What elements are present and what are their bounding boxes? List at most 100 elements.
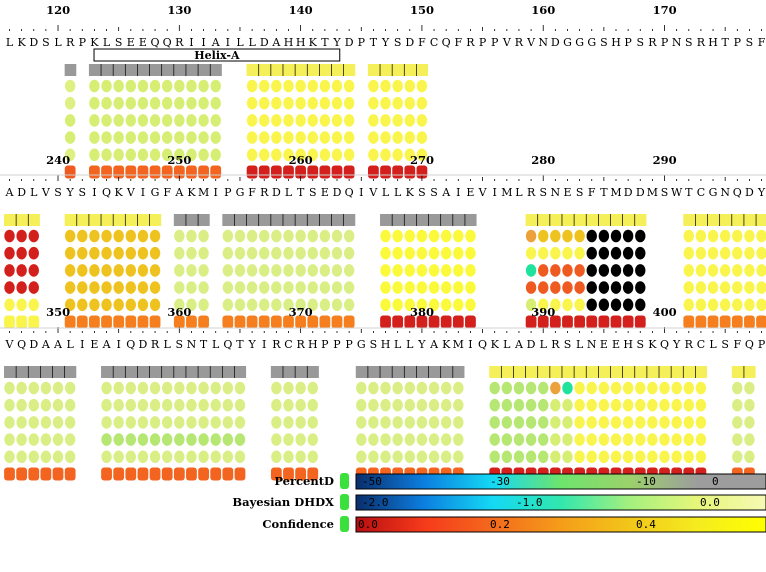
- exchange-dot: [16, 264, 27, 277]
- exchange-dot: [271, 264, 282, 277]
- exchange-dot: [744, 229, 755, 243]
- exchange-dot: [89, 246, 100, 260]
- confidence-cell: [161, 165, 173, 179]
- exchange-dot: [416, 398, 428, 412]
- residue-letter: I: [214, 186, 218, 199]
- exchange-dot: [64, 433, 76, 446]
- exchange-dot: [4, 381, 15, 395]
- exchange-dot: [4, 298, 15, 312]
- residue-letter: T: [236, 338, 244, 351]
- exchange-dot: [404, 79, 415, 93]
- exchange-dot: [283, 398, 294, 412]
- exchange-dot: [380, 264, 391, 277]
- residue-letter: I: [468, 338, 472, 351]
- exchange-dot: [683, 450, 694, 464]
- exchange-dot: [598, 450, 610, 464]
- exchange-dot: [149, 246, 161, 260]
- exchange-dot: [732, 433, 743, 446]
- exchange-dot: [695, 433, 707, 446]
- exchange-dot: [125, 131, 136, 144]
- helix-annotation-label: Helix-A: [194, 49, 240, 62]
- confidence-cell: [4, 467, 15, 481]
- exchange-dot: [259, 281, 270, 294]
- confidence-cell: [307, 315, 319, 329]
- exchange-dot: [356, 398, 367, 412]
- exchange-dot: [210, 96, 221, 110]
- exchange-dot: [525, 381, 537, 395]
- confidence-cell: [125, 315, 137, 329]
- exchange-dot: [343, 79, 355, 93]
- confidence-cell: [64, 467, 76, 481]
- exchange-dot: [210, 79, 221, 93]
- residue-letter: Y: [332, 36, 341, 49]
- exchange-dot: [368, 381, 379, 395]
- exchange-dot: [586, 246, 597, 260]
- exchange-dot: [113, 229, 124, 243]
- residue-letter: L: [382, 186, 390, 199]
- exchange-dot: [295, 298, 306, 312]
- residue-letter: F: [758, 36, 766, 49]
- residue-letter: G: [587, 36, 596, 49]
- exchange-dot: [101, 131, 112, 144]
- color-legend: PercentD -50 -30 -10 0 Bayesian DHDX -2.0 -1.0 0…: [232, 473, 766, 533]
- confidence-cell: [756, 315, 766, 329]
- legend-tick-label: 0.0: [358, 518, 378, 531]
- residue-letter: P: [661, 36, 669, 49]
- exchange-dot: [501, 381, 513, 395]
- exchange-dot: [125, 114, 136, 127]
- exchange-dot: [610, 246, 622, 260]
- exchange-dot: [453, 450, 464, 464]
- peptide-segment: [525, 214, 647, 329]
- exchange-dot: [719, 281, 731, 294]
- peptide-segment: [355, 366, 465, 481]
- confidence-cell: [198, 315, 209, 329]
- exchange-dot: [586, 298, 597, 312]
- exchange-dot: [586, 416, 597, 429]
- exchange-dot: [113, 148, 124, 162]
- exchange-dot: [550, 433, 561, 446]
- exchange-dot: [149, 264, 161, 277]
- exchange-dot: [695, 281, 707, 294]
- exchange-dot: [659, 450, 670, 464]
- exchange-dot: [319, 246, 331, 260]
- exchange-dot: [64, 114, 76, 127]
- exchange-dot: [319, 96, 331, 110]
- exchange-dot: [101, 398, 112, 412]
- confidence-cell: [64, 165, 76, 179]
- exchange-dot: [756, 246, 766, 260]
- exchange-dot: [259, 79, 270, 93]
- exchange-dot: [259, 229, 270, 243]
- exchange-dot: [307, 114, 318, 127]
- residue-letter: P: [224, 186, 232, 199]
- residue-letter: Y: [757, 186, 766, 199]
- exchange-dot: [368, 450, 379, 464]
- exchange-dot: [77, 264, 88, 277]
- exchange-dot: [149, 433, 161, 446]
- exchange-dot: [404, 398, 415, 412]
- residue-letter: N: [672, 36, 682, 49]
- exchange-dot: [295, 148, 306, 162]
- residue-letter: Y: [672, 338, 681, 351]
- residue-letter: L: [515, 186, 523, 199]
- confidence-cell: [695, 315, 707, 329]
- confidence-cell: [380, 165, 391, 179]
- exchange-dot: [732, 450, 743, 464]
- exchange-dot: [222, 246, 234, 260]
- exchange-dot: [89, 281, 100, 294]
- exchange-dot: [113, 281, 124, 294]
- exchange-dot: [64, 281, 76, 294]
- residue-letter: A: [102, 338, 112, 351]
- exchange-dot: [732, 281, 743, 294]
- exchange-dot: [210, 148, 221, 162]
- exchange-dot: [307, 131, 318, 144]
- exchange-dot: [550, 398, 561, 412]
- exchange-dot: [538, 381, 549, 395]
- residue-letter: D: [551, 36, 560, 49]
- exchange-dot: [562, 450, 573, 464]
- exchange-dot: [392, 96, 403, 110]
- exchange-dot: [380, 281, 391, 294]
- residue-letter: L: [503, 338, 511, 351]
- exchange-dot: [283, 450, 294, 464]
